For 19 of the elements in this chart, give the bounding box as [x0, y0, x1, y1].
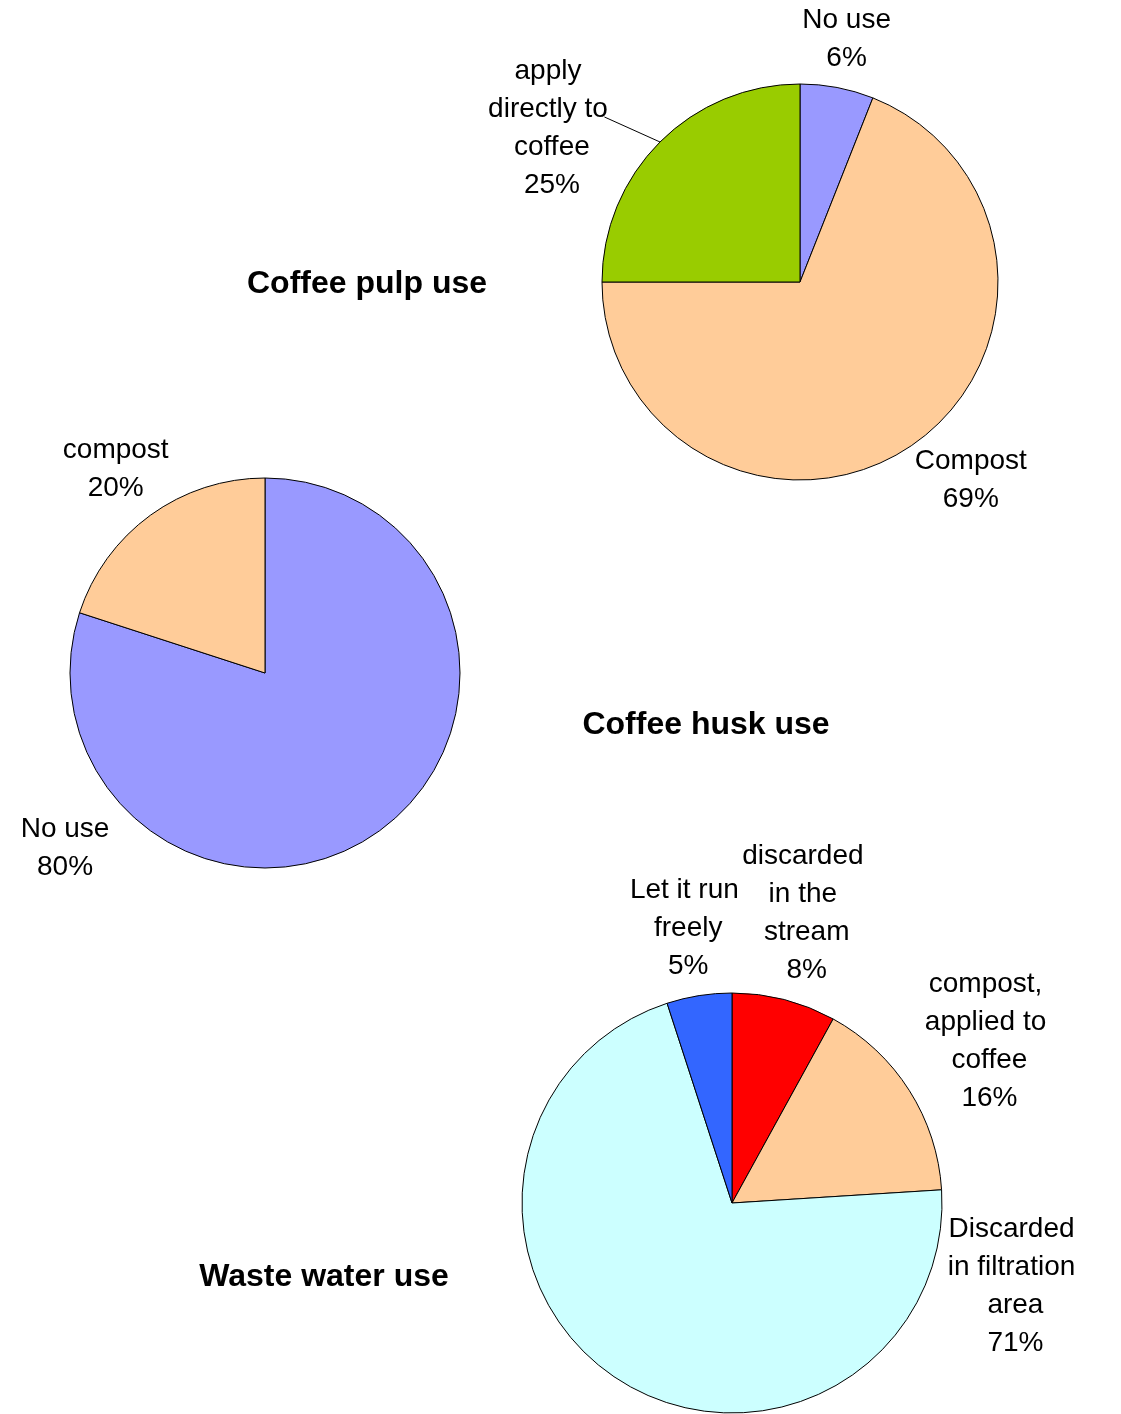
data-label: 6%	[826, 41, 867, 73]
data-label: 8%	[786, 953, 827, 985]
data-label: 71%	[987, 1325, 1044, 1357]
slice-label: Discarded in filtration area	[947, 1211, 1084, 1319]
slice-label: Compost	[914, 443, 1028, 475]
slice-label: compost, applied to coffee	[924, 967, 1055, 1075]
data-label: 80%	[37, 850, 94, 882]
text: Waste water use	[199, 1257, 449, 1293]
data-label: 16%	[961, 1081, 1018, 1113]
data-label: 69%	[942, 481, 999, 513]
data-label: 5%	[668, 949, 709, 981]
data-label: 25%	[523, 168, 580, 200]
text: Coffee husk use	[582, 705, 830, 741]
slice-label: No use	[802, 3, 891, 35]
data-label: 20%	[87, 471, 144, 503]
slice-label: No use	[20, 812, 110, 844]
slice-label: compost	[62, 433, 169, 465]
text: Coffee pulp use	[246, 264, 488, 300]
slice-label: apply directly to coffee	[488, 54, 616, 162]
